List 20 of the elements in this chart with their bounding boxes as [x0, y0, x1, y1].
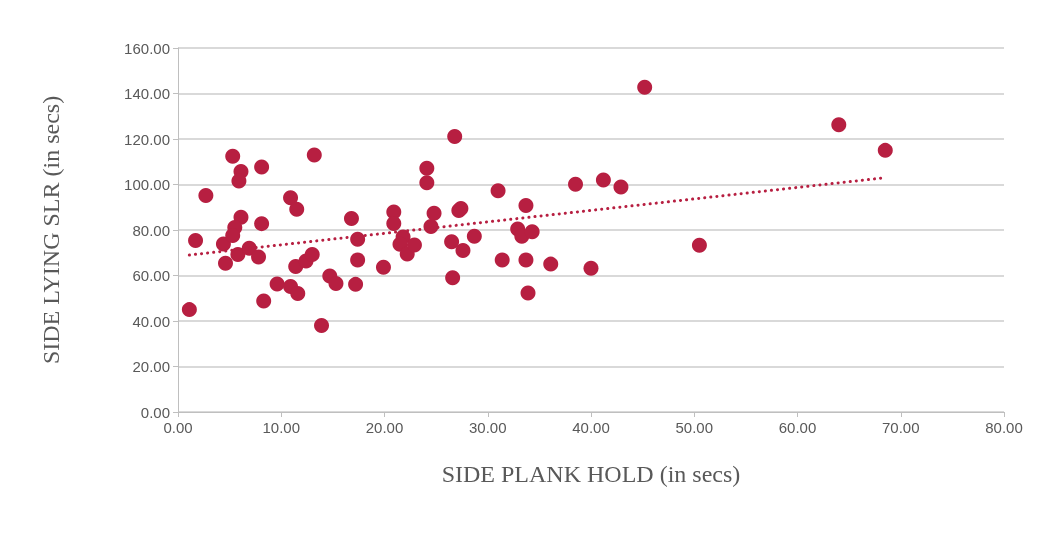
y-tick-label: 120.00: [124, 130, 170, 148]
x-tick-label: 70.00: [881, 419, 920, 436]
x-tick-label: 20.00: [365, 419, 404, 436]
y-tick-label: 0.00: [140, 403, 170, 421]
x-tick-label: 60.00: [778, 419, 817, 436]
x-tick-label: 80.00: [985, 419, 1023, 436]
y-tick-label: 160.00: [124, 39, 170, 57]
y-tick-label: 20.00: [132, 358, 170, 375]
y-tick-label: 100.00: [124, 176, 170, 193]
y-tick-label: 60.00: [132, 267, 170, 284]
y-tick-label: 80.00: [132, 221, 170, 239]
y-axis-title: SIDE LYING SLR (in secs): [38, 95, 64, 365]
y-tick-label: 40.00: [132, 312, 170, 330]
x-tick-label: 40.00: [572, 419, 610, 436]
y-tick-label: 140.00: [124, 85, 170, 102]
x-tick-label: 10.00: [262, 419, 301, 436]
x-axis-title: SIDE PLANK HOLD (in secs): [441, 461, 741, 487]
x-tick-label: 50.00: [675, 419, 714, 436]
x-tick-label: 30.00: [468, 419, 507, 436]
x-tick-label: 0.00: [163, 419, 193, 436]
